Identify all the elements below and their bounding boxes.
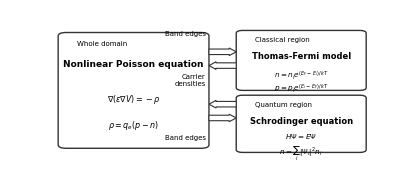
FancyBboxPatch shape: [236, 30, 365, 90]
Text: Classical region: Classical region: [255, 37, 309, 43]
FancyBboxPatch shape: [236, 95, 365, 153]
Text: Band edges: Band edges: [164, 134, 205, 141]
Text: Whole domain: Whole domain: [77, 41, 127, 47]
Text: Band edges: Band edges: [164, 31, 205, 37]
Text: $H\Psi = E\Psi$: $H\Psi = E\Psi$: [285, 132, 316, 141]
Text: $\nabla(\varepsilon\nabla V) = -\rho$: $\nabla(\varepsilon\nabla V) = -\rho$: [107, 93, 160, 106]
Text: $p = p_i e^{(E_i-E_F)/kT}$: $p = p_i e^{(E_i-E_F)/kT}$: [273, 83, 328, 95]
FancyBboxPatch shape: [58, 33, 209, 148]
Polygon shape: [209, 114, 236, 122]
Text: $n = n_i e^{(E_F-E_i)/kT}$: $n = n_i e^{(E_F-E_i)/kT}$: [273, 69, 328, 81]
Polygon shape: [209, 100, 236, 108]
Text: Quantum region: Quantum region: [255, 102, 312, 108]
Text: $n = \sum_i |\Psi_i|^2 n_i$: $n = \sum_i |\Psi_i|^2 n_i$: [279, 145, 323, 163]
Text: Thomas-Fermi model: Thomas-Fermi model: [251, 52, 350, 62]
Text: Carrier
densities: Carrier densities: [174, 74, 205, 87]
Text: $\rho = q_e(p - n)$: $\rho = q_e(p - n)$: [108, 119, 159, 132]
Text: Schrodinger equation: Schrodinger equation: [249, 117, 352, 126]
Polygon shape: [209, 62, 236, 69]
Text: Nonlinear Poisson equation: Nonlinear Poisson equation: [63, 60, 203, 69]
Polygon shape: [209, 48, 236, 56]
